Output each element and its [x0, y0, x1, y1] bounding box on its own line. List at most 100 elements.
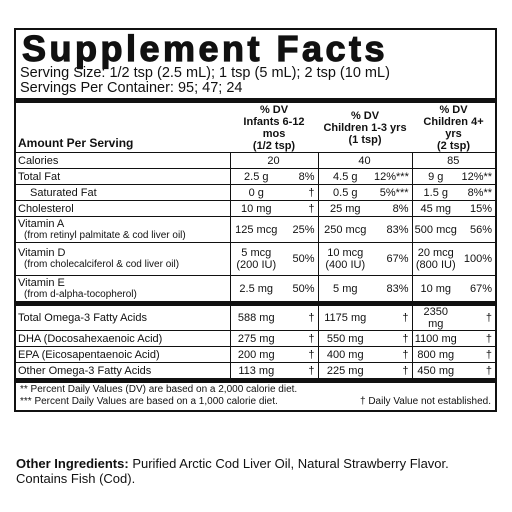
- daily-value: †: [282, 200, 319, 217]
- daily-value: 83%: [372, 216, 413, 243]
- daily-value: †: [372, 346, 413, 363]
- amount-cell: 10 mg: [412, 275, 460, 304]
- daily-value: 8%**: [459, 184, 496, 201]
- nutrient-name: Other Omega-3 Fatty Acids: [18, 364, 152, 377]
- nutrient-name-cell: Calories: [16, 152, 231, 169]
- amount: 1175 mg: [324, 312, 367, 324]
- amount: 500 mcg: [414, 223, 457, 236]
- daily-value: †: [372, 301, 413, 331]
- footnotes: ** Percent Daily Values (DV) are based o…: [16, 378, 495, 410]
- nutrient-name-cell: Cholesterol: [16, 200, 231, 217]
- daily-value: †: [372, 362, 413, 378]
- amount-cell: 1100 mg: [412, 330, 460, 347]
- daily-value: 50%: [282, 242, 319, 276]
- footnote-row: *** Percent Daily Values are based on a …: [20, 396, 491, 408]
- amount-cell: 40: [318, 152, 413, 169]
- header-row: Amount Per Serving% DV Infants 6-12 mos (1…: [16, 98, 496, 153]
- amount-cell: 0.5 g: [318, 184, 372, 201]
- column-header-group: Children 4+ yrs: [423, 116, 484, 140]
- amount-cell: 800 mg: [412, 346, 460, 363]
- column-header: % DV Children 1-3 yrs (1 tsp): [318, 98, 413, 153]
- daily-value: 12%***: [372, 168, 413, 185]
- daily-value: †: [282, 184, 319, 201]
- daily-value: †: [282, 301, 319, 331]
- amount-cell: 2.5 mg: [230, 275, 282, 304]
- amount: 4.5 g: [333, 170, 358, 183]
- column-header-serving: (1/2 tsp): [252, 140, 296, 152]
- amount-cell: 4.5 g: [318, 168, 372, 185]
- nutrient-name: Vitamin D: [18, 247, 66, 259]
- nutrient-row: Vitamin A (from retinyl palmitate & cod l…: [16, 216, 496, 243]
- daily-value: †: [459, 362, 496, 378]
- amount: 20 mcg: [417, 247, 454, 259]
- amount: 275 mg: [237, 332, 275, 345]
- daily-value: †: [282, 346, 319, 363]
- amount-cell: 400 mg: [318, 346, 372, 363]
- amount: 1100 mg: [414, 332, 457, 345]
- amount-cell: 1.5 g: [412, 184, 460, 201]
- nutrient-source: (from retinyl palmitate & cod liver oil): [24, 229, 186, 241]
- nutrient-row: DHA (Docosahexaenoic Acid) 275 mg † 550 mg †…: [16, 330, 496, 347]
- daily-value: 25%: [282, 216, 319, 243]
- column-header-dv: % DV: [350, 110, 380, 122]
- amount-cell: 250 mcg: [318, 216, 372, 243]
- amount-cell: 2.5 g: [230, 168, 282, 185]
- nutrient-row: EPA (Eicosapentaenoic Acid) 200 mg † 400 mg…: [16, 346, 496, 363]
- amount-cell: 450 mg: [412, 362, 460, 378]
- amount-cell: 9 g: [412, 168, 460, 185]
- column-header-dv: % DV: [439, 104, 468, 116]
- daily-value: 15%: [459, 200, 496, 217]
- nutrient-name: Total Fat: [18, 170, 61, 183]
- facts-table: Amount Per Serving% DV Infants 6-12 mos (1…: [16, 98, 496, 378]
- nutrient-name-cell: Vitamin A (from retinyl palmitate & cod l…: [16, 216, 231, 243]
- nutrient-row: Cholesterol 10 mg † 25 mg 8% 45 mg 15%: [16, 200, 496, 217]
- amount-cell: 25 mg: [318, 200, 372, 217]
- amount: (200 IU): [236, 259, 277, 271]
- amount-cell: 113 mg: [230, 362, 282, 378]
- daily-value: 12%**: [459, 168, 496, 185]
- amount: 25 mg: [329, 202, 361, 215]
- daily-value: †: [372, 330, 413, 347]
- amount-cell: 200 mg: [230, 346, 282, 363]
- table-body: Amount Per Serving% DV Infants 6-12 mos (1…: [16, 98, 496, 378]
- nutrient-name-cell: DHA (Docosahexaenoic Acid): [16, 330, 231, 347]
- nutrient-name-cell: EPA (Eicosapentaenoic Acid): [16, 346, 231, 363]
- amount-cell: 500 mcg: [412, 216, 460, 243]
- amount: 10 mg: [420, 282, 452, 295]
- amount-cell: 1175 mg: [318, 301, 372, 331]
- amount-cell: 550 mg: [318, 330, 372, 347]
- nutrient-name-cell: Total Omega-3 Fatty Acids: [16, 301, 231, 331]
- column-header-serving: (2 tsp): [437, 140, 471, 152]
- daily-value: 50%: [282, 275, 319, 304]
- daily-value: †: [459, 301, 496, 331]
- daily-value: †: [459, 330, 496, 347]
- amount: 250 mcg: [324, 223, 367, 236]
- nutrient-name-cell: Other Omega-3 Fatty Acids: [16, 362, 231, 378]
- column-header-group: Infants 6-12 mos: [243, 116, 305, 140]
- amount-cell: 10 mcg (400 IU): [318, 242, 372, 276]
- column-header: % DV Infants 6-12 mos (1/2 tsp): [230, 98, 318, 153]
- amount: 450 mg: [417, 364, 455, 377]
- amount-cell: 0 g: [230, 184, 282, 201]
- servings-per-container: Servings Per Container: 95; 47; 24: [20, 80, 243, 96]
- amount: 200 mg: [237, 348, 275, 361]
- daily-value: 67%: [372, 242, 413, 276]
- nutrient-name: EPA (Eicosapentaenoic Acid): [18, 348, 160, 361]
- daily-value: 67%: [459, 275, 496, 304]
- amount-cell: 20: [230, 152, 319, 169]
- amount-cell: 588 mg: [230, 301, 282, 331]
- amount: 125 mcg: [235, 223, 278, 236]
- amount: 20: [267, 154, 280, 167]
- amount: 10 mcg: [327, 247, 364, 259]
- amount: 5 mg: [333, 282, 358, 295]
- amount: (800 IU): [415, 259, 456, 271]
- amount-cell: 20 mcg (800 IU): [412, 242, 460, 276]
- serving-size: Serving Size: 1/2 tsp (2.5 mL); 1 tsp (5…: [20, 65, 390, 81]
- footnote: † Daily Value not established.: [359, 396, 491, 407]
- amount-cell: 85: [412, 152, 496, 169]
- nutrient-name-cell: Saturated Fat: [16, 184, 231, 201]
- nutrient-row: Vitamin D (from cholecalciferol & cod liv…: [16, 242, 496, 276]
- other-ingredients-text: Purified Arctic Cod Liver Oil, Natural S…: [16, 456, 449, 486]
- nutrient-name: Total Omega-3 Fatty Acids: [18, 312, 147, 324]
